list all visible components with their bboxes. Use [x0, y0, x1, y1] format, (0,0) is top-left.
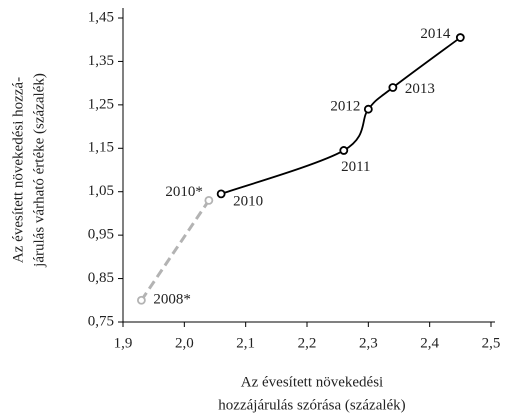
x-tick-label: 2,4: [420, 335, 439, 351]
point: [204, 195, 214, 205]
x-tick-label: 2,0: [175, 335, 194, 351]
point-label: 2013: [405, 81, 435, 97]
y-tick-label: 0,75: [88, 313, 114, 329]
y-axis-label: járulás várható értéke (százalék): [31, 73, 47, 268]
point: [388, 83, 398, 92]
y-tick-label: 1,15: [88, 140, 114, 156]
point: [363, 104, 373, 114]
point-label: 2010: [233, 193, 263, 209]
point: [136, 295, 146, 305]
point: [455, 33, 465, 42]
point: [216, 189, 226, 199]
y-tick-label: 1,25: [88, 96, 114, 112]
x-tick-label: 2,2: [298, 335, 317, 351]
y-tick-label: 0,85: [88, 270, 114, 286]
point: [339, 146, 349, 155]
y-tick-label: 0,95: [88, 227, 114, 243]
y-axis-label: Az évesített növekedési hozzá-: [10, 77, 26, 263]
point-label: 2012: [330, 99, 360, 115]
y-tick-label: 1,45: [88, 9, 114, 25]
y-tick-label: 1,35: [88, 53, 114, 69]
x-axis-label: hozzájárulás szórása (százalék): [218, 397, 405, 413]
series-line: [140, 199, 211, 302]
point-label: 2010*: [165, 184, 203, 200]
point-label: 2014: [420, 26, 451, 42]
x-tick-label: 2,1: [236, 335, 255, 351]
point-label: 2008*: [153, 292, 191, 308]
x-tick-label: 2,3: [359, 335, 378, 351]
point-label: 2011: [341, 159, 370, 175]
x-tick-label: 2,5: [482, 335, 501, 351]
x-axis-label: Az évesített növekedési: [241, 374, 383, 390]
y-tick-label: 1,05: [88, 183, 114, 199]
x-tick-label: 1,9: [114, 335, 133, 351]
